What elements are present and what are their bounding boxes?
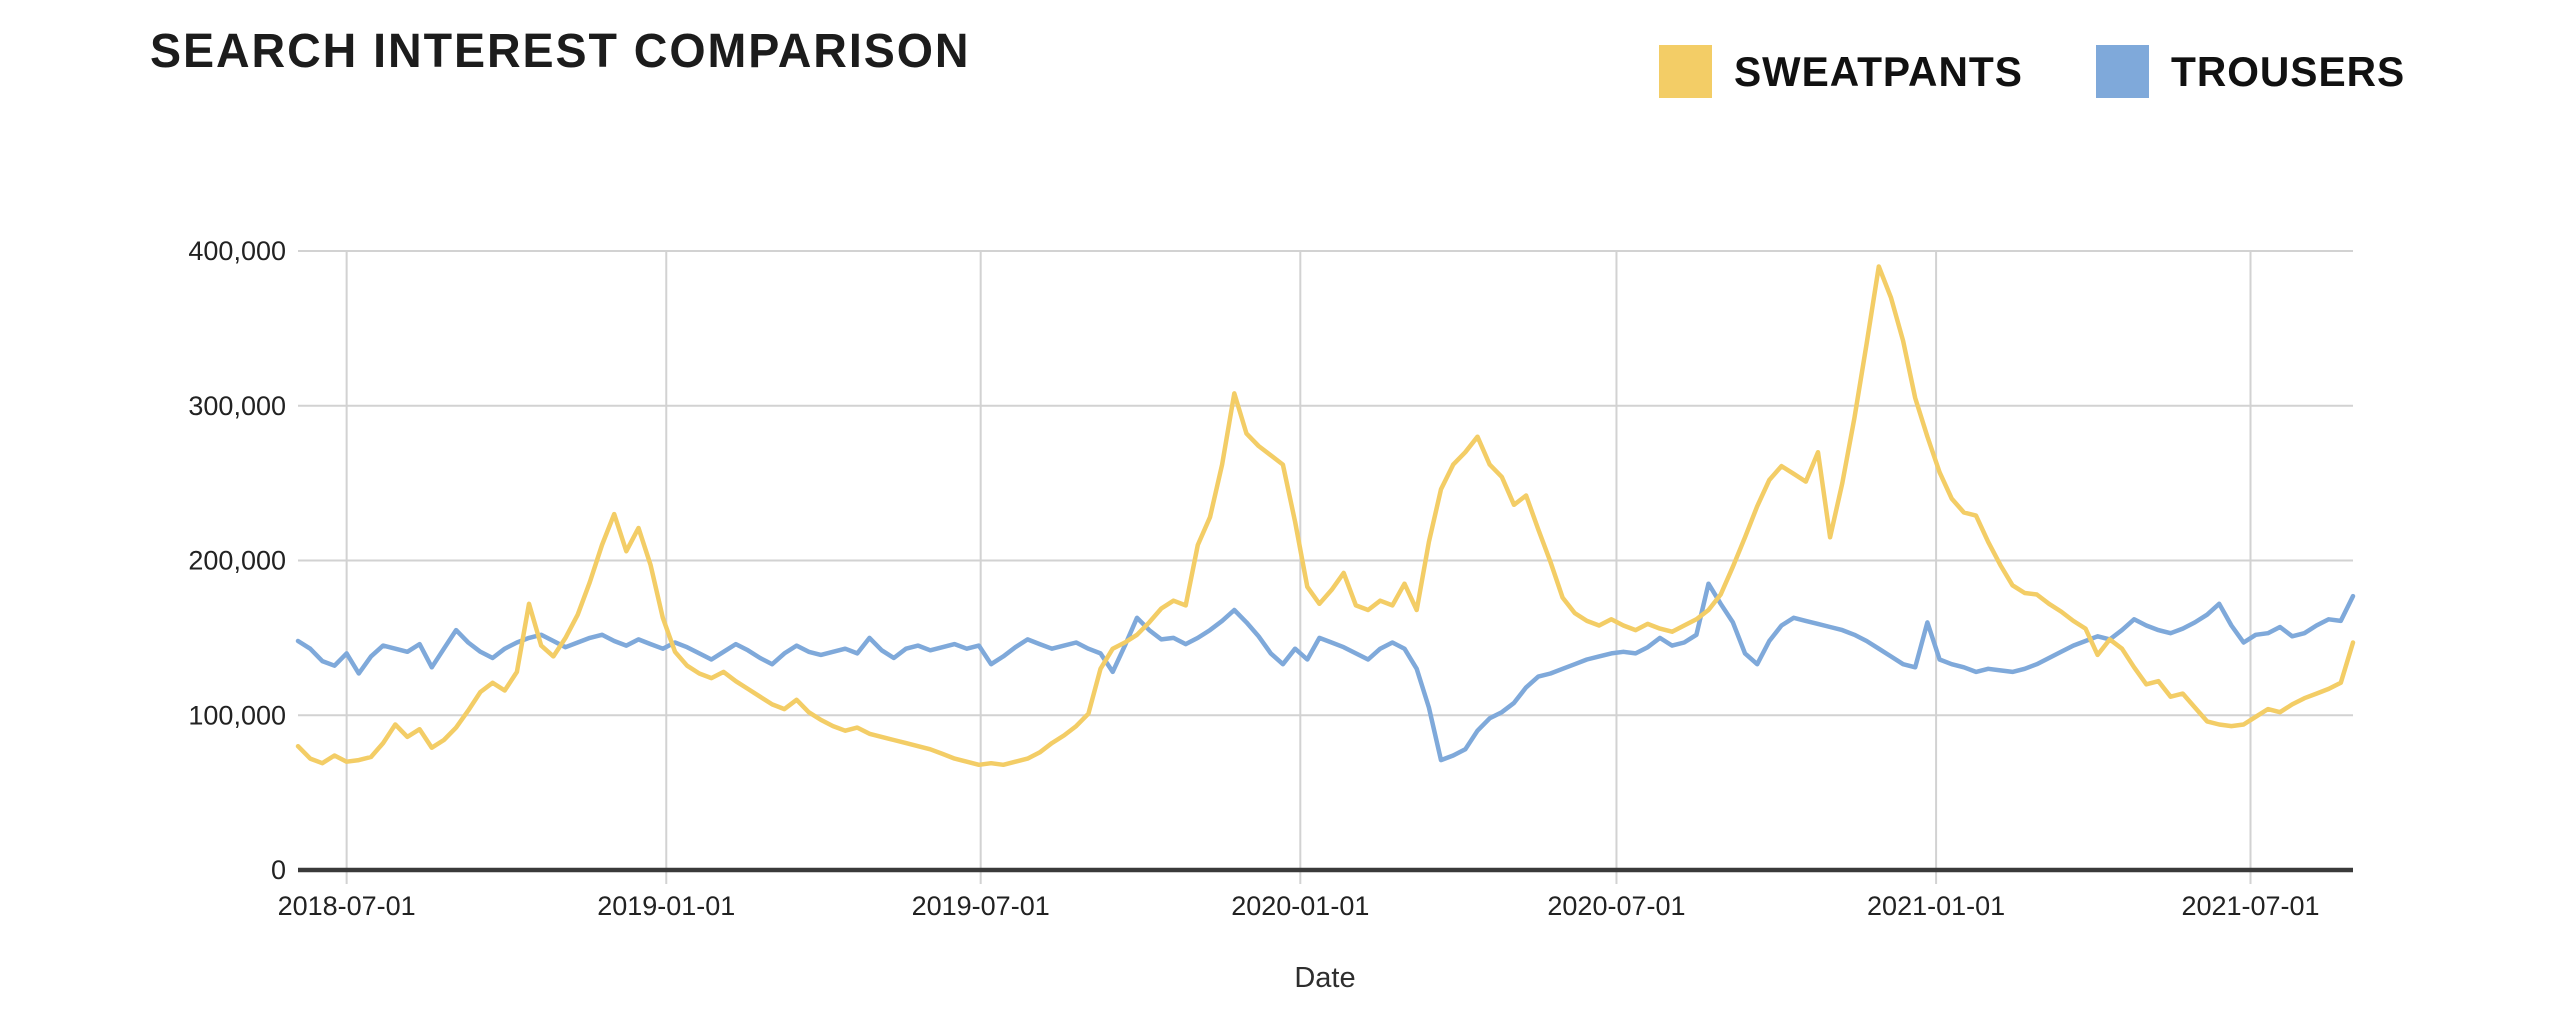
x-tick-label: 2021-07-01 [2181,891,2319,921]
x-tick-label: 2019-01-01 [597,891,735,921]
x-tick-label: 2018-07-01 [278,891,416,921]
legend-label-sweatpants: SWEATPANTS [1733,47,2023,95]
chart-title: SEARCH INTEREST COMPARISON [150,25,971,78]
trousers-swatch-icon [2095,45,2149,98]
series-line-trousers [295,581,2356,763]
y-tick-label: 0 [271,855,286,885]
sweatpants-swatch-icon [1658,45,1712,98]
x-tick-label: 2021-01-01 [1867,891,2005,921]
x-tick-label: 2020-01-01 [1231,891,1369,921]
series-line-sweatpants [295,264,2356,768]
legend-item-trousers: TROUSERS [2095,45,2412,98]
x-tick-label: 2019-07-01 [912,891,1050,921]
x-axis-title: Date [1294,962,1356,994]
y-tick-label: 300,000 [188,391,286,421]
y-tick-label: 400,000 [188,236,286,266]
y-tick-label: 100,000 [188,700,286,730]
y-tick-label: 200,000 [188,546,286,576]
legend-label-trousers: TROUSERS [2170,47,2405,95]
legend-item-sweatpants: SWEATPANTS [1658,45,2032,98]
x-tick-label: 2020-07-01 [1547,891,1685,921]
legend: SWEATPANTS TROUSERS [1658,45,2412,98]
